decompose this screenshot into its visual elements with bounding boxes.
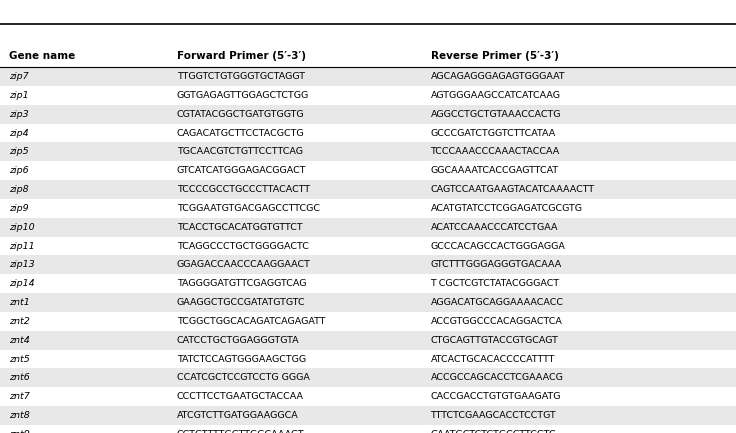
Text: TAGGGGATGTTCGAGGTCAG: TAGGGGATGTTCGAGGTCAG: [177, 279, 306, 288]
Text: zip5: zip5: [9, 147, 29, 156]
Text: AGTGGGAAGCCATCATCAAG: AGTGGGAAGCCATCATCAAG: [431, 91, 561, 100]
Text: CGTATACGGCTGATGTGGTG: CGTATACGGCTGATGTGGTG: [177, 110, 304, 119]
Text: zip13: zip13: [9, 260, 35, 269]
Text: znt7: znt7: [9, 392, 29, 401]
Text: TCGGCTGGCACAGATCAGAGATT: TCGGCTGGCACAGATCAGAGATT: [177, 317, 325, 326]
Text: GAATGCTCTCTGCCTTCGTC: GAATGCTCTCTGCCTTCGTC: [431, 430, 556, 433]
Text: Gene name: Gene name: [9, 51, 75, 61]
Text: znt4: znt4: [9, 336, 29, 345]
Text: znt9: znt9: [9, 430, 29, 433]
Text: znt2: znt2: [9, 317, 29, 326]
Bar: [0, 368, 736, 387]
Text: TCCCAAACCCAAACTACCAA: TCCCAAACCCAAACTACCAA: [431, 147, 560, 156]
Text: znt1: znt1: [9, 298, 29, 307]
Text: GTCATCATGGGAGACGGACT: GTCATCATGGGAGACGGACT: [177, 166, 306, 175]
Text: ATCACTGCACACCCCATTTT: ATCACTGCACACCCCATTTT: [431, 355, 555, 364]
Text: TGCAACGTCTGTTCCTTCAG: TGCAACGTCTGTTCCTTCAG: [177, 147, 302, 156]
Text: TCCCCGCCTGCCCTTACACTT: TCCCCGCCTGCCCTTACACTT: [177, 185, 310, 194]
Text: GCCCGATCTGGTCTTCATAA: GCCCGATCTGGTCTTCATAA: [431, 129, 556, 138]
Text: TTGGTCTGTGGGTGCTAGGT: TTGGTCTGTGGGTGCTAGGT: [177, 72, 305, 81]
Text: TCGGAATGTGACGAGCCTTCGC: TCGGAATGTGACGAGCCTTCGC: [177, 204, 319, 213]
Text: ATCGTCTTGATGGAAGGCA: ATCGTCTTGATGGAAGGCA: [177, 411, 298, 420]
Text: TCACCTGCACATGGTGTTCT: TCACCTGCACATGGTGTTCT: [177, 223, 302, 232]
Bar: [0, 199, 736, 218]
Text: zip3: zip3: [9, 110, 29, 119]
Text: Reverse Primer (5′-3′): Reverse Primer (5′-3′): [431, 51, 559, 61]
Bar: [0, 180, 736, 199]
Text: GGAGACCAACCCAAGGAACT: GGAGACCAACCCAAGGAACT: [177, 260, 311, 269]
Bar: [0, 67, 736, 86]
Text: zip10: zip10: [9, 223, 35, 232]
Text: zip8: zip8: [9, 185, 29, 194]
Bar: [0, 275, 736, 293]
Text: znt6: znt6: [9, 373, 29, 382]
Bar: [0, 312, 736, 331]
Text: GGCAAAATCACCGAGTTCAT: GGCAAAATCACCGAGTTCAT: [431, 166, 559, 175]
Text: znt8: znt8: [9, 411, 29, 420]
Text: CAGTCCAATGAAGTACATCAAAACTT: CAGTCCAATGAAGTACATCAAAACTT: [431, 185, 595, 194]
Text: CTGCAGTTGTACCGTGCAGT: CTGCAGTTGTACCGTGCAGT: [431, 336, 559, 345]
Bar: [0, 425, 736, 433]
Text: TTTCTCGAAGCACCTCCTGT: TTTCTCGAAGCACCTCCTGT: [431, 411, 556, 420]
Bar: [0, 86, 736, 105]
Text: GAAGGCTGCCGATATGTGTC: GAAGGCTGCCGATATGTGTC: [177, 298, 305, 307]
Text: zip7: zip7: [9, 72, 29, 81]
Bar: [0, 236, 736, 255]
Text: GCCCACAGCCACTGGGAGGA: GCCCACAGCCACTGGGAGGA: [431, 242, 565, 251]
Text: GGTGAGAGTTGGAGCTCTGG: GGTGAGAGTTGGAGCTCTGG: [177, 91, 309, 100]
Text: GTCTTTGGGAGGGTGACAAA: GTCTTTGGGAGGGTGACAAA: [431, 260, 562, 269]
Text: TATCTCCAGTGGGAAGCTGG: TATCTCCAGTGGGAAGCTGG: [177, 355, 305, 364]
Text: zip4: zip4: [9, 129, 29, 138]
Text: CACCGACCTGTGTGAAGATG: CACCGACCTGTGTGAAGATG: [431, 392, 561, 401]
Text: CATCCTGCTGGAGGGTGTA: CATCCTGCTGGAGGGTGTA: [177, 336, 300, 345]
Bar: [0, 387, 736, 406]
Text: ACATCCAAACCCATCCTGAA: ACATCCAAACCCATCCTGAA: [431, 223, 558, 232]
Bar: [0, 218, 736, 236]
Text: CCTGTTTTGGTTGGCAAAGT: CCTGTTTTGGTTGGCAAAGT: [177, 430, 304, 433]
Bar: [0, 0, 736, 24]
Bar: [0, 105, 736, 124]
Text: TCAGGCCCTGCTGGGGACTC: TCAGGCCCTGCTGGGGACTC: [177, 242, 308, 251]
Text: zip9: zip9: [9, 204, 29, 213]
Text: CAGACATGCTTCCTACGCTG: CAGACATGCTTCCTACGCTG: [177, 129, 304, 138]
Text: zip6: zip6: [9, 166, 29, 175]
Text: zip11: zip11: [9, 242, 35, 251]
Bar: [0, 162, 736, 180]
Text: T CGCTCGTCTATACGGGACT: T CGCTCGTCTATACGGGACT: [431, 279, 559, 288]
Bar: [0, 124, 736, 142]
Text: AGGACATGCAGGAAAACACC: AGGACATGCAGGAAAACACC: [431, 298, 564, 307]
Bar: [0, 293, 736, 312]
Text: CCCTTCCTGAATGCTACCAA: CCCTTCCTGAATGCTACCAA: [177, 392, 304, 401]
Text: zip1: zip1: [9, 91, 29, 100]
Text: CCATCGCTCCGTCCTG GGGA: CCATCGCTCCGTCCTG GGGA: [177, 373, 310, 382]
Text: ACCGCCAGCACCTCGAAACG: ACCGCCAGCACCTCGAAACG: [431, 373, 564, 382]
Bar: [0, 350, 736, 368]
Text: zip14: zip14: [9, 279, 35, 288]
Bar: [0, 331, 736, 350]
Text: AGGCCTGCTGTAAACCACTG: AGGCCTGCTGTAAACCACTG: [431, 110, 561, 119]
Text: AGCAGAGGGAGAGTGGGAAT: AGCAGAGGGAGAGTGGGAAT: [431, 72, 565, 81]
Text: ACATGTATCCTCGGAGATCGCGTG: ACATGTATCCTCGGAGATCGCGTG: [431, 204, 583, 213]
Bar: [0, 406, 736, 425]
Bar: [0, 255, 736, 275]
Text: Forward Primer (5′-3′): Forward Primer (5′-3′): [177, 51, 305, 61]
Text: znt5: znt5: [9, 355, 29, 364]
Bar: [0, 142, 736, 161]
Text: ACCGTGGCCCACAGGACTCA: ACCGTGGCCCACAGGACTCA: [431, 317, 562, 326]
